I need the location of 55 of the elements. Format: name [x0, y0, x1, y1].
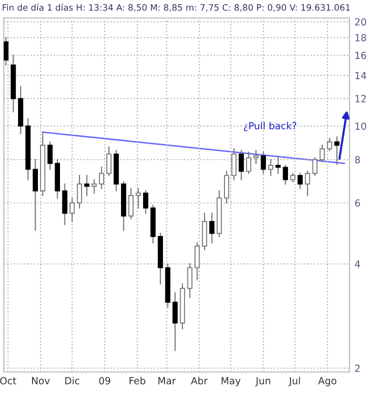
y-tick-label: 8	[355, 156, 360, 164]
candlestick	[32, 159, 38, 231]
candlestick	[260, 152, 266, 174]
x-tick-label: Dic	[65, 376, 80, 384]
candlestick	[326, 138, 332, 152]
candlestick	[92, 179, 97, 194]
candlestick	[224, 170, 230, 204]
y-tick-label: 10	[355, 122, 366, 130]
candlestick	[98, 166, 104, 190]
x-tick-label: May	[222, 377, 241, 386]
x-tick-label: Jun	[255, 377, 270, 386]
y-tick-label: 14	[355, 72, 366, 80]
candlestick	[334, 136, 340, 165]
candlestick	[275, 157, 281, 174]
candlestick	[246, 152, 252, 174]
x-tick-label: Jul	[288, 376, 300, 386]
candlestick	[70, 197, 75, 222]
candlestick	[304, 170, 310, 196]
candlestick	[106, 146, 112, 176]
candlestick	[194, 242, 200, 280]
candlestick	[209, 212, 214, 244]
candlestick	[268, 159, 274, 176]
y-tick-label: 18	[355, 34, 366, 42]
candlestick	[143, 190, 148, 214]
x-tick-label: Ago	[318, 377, 336, 386]
y-tick-label: 20	[355, 18, 366, 26]
candlestick	[253, 150, 259, 164]
candlestick	[320, 144, 325, 162]
candlestick	[128, 188, 134, 220]
candlestick	[238, 150, 244, 180]
y-tick-label: 6	[355, 199, 360, 207]
candlestick	[47, 141, 53, 170]
chart-title: Fin de día 1 días H: 13:34 A: 8,50 M: 8,85 m: 7,75 C: 8,80 P: 0,90 V: 19.631.061	[2, 4, 350, 12]
candlestick	[4, 37, 9, 66]
candlestick	[231, 148, 237, 180]
y-tick-label: 16	[355, 52, 366, 60]
annotation: ¿Pull back?	[244, 122, 296, 132]
x-tick-label: Feb	[130, 376, 146, 384]
candlestick	[84, 174, 90, 196]
candlestick	[298, 172, 303, 190]
candlestick	[62, 183, 68, 225]
x-tick-label: Oct	[0, 377, 16, 384]
x-tick-label: 09	[99, 377, 110, 384]
candlestick	[172, 292, 178, 352]
candlestick	[76, 174, 82, 209]
x-tick-label: Mar	[158, 377, 176, 384]
candlestick	[282, 164, 288, 185]
candlestick	[312, 157, 318, 176]
y-tick-label: 2	[355, 364, 360, 372]
candlestick	[136, 188, 141, 209]
x-tick-label: Nov	[32, 377, 50, 384]
y-tick-label: 12	[355, 95, 366, 102]
x-tick-label: Abr	[190, 376, 208, 384]
y-tick-label: 4	[354, 260, 360, 268]
candlestick	[187, 263, 192, 298]
